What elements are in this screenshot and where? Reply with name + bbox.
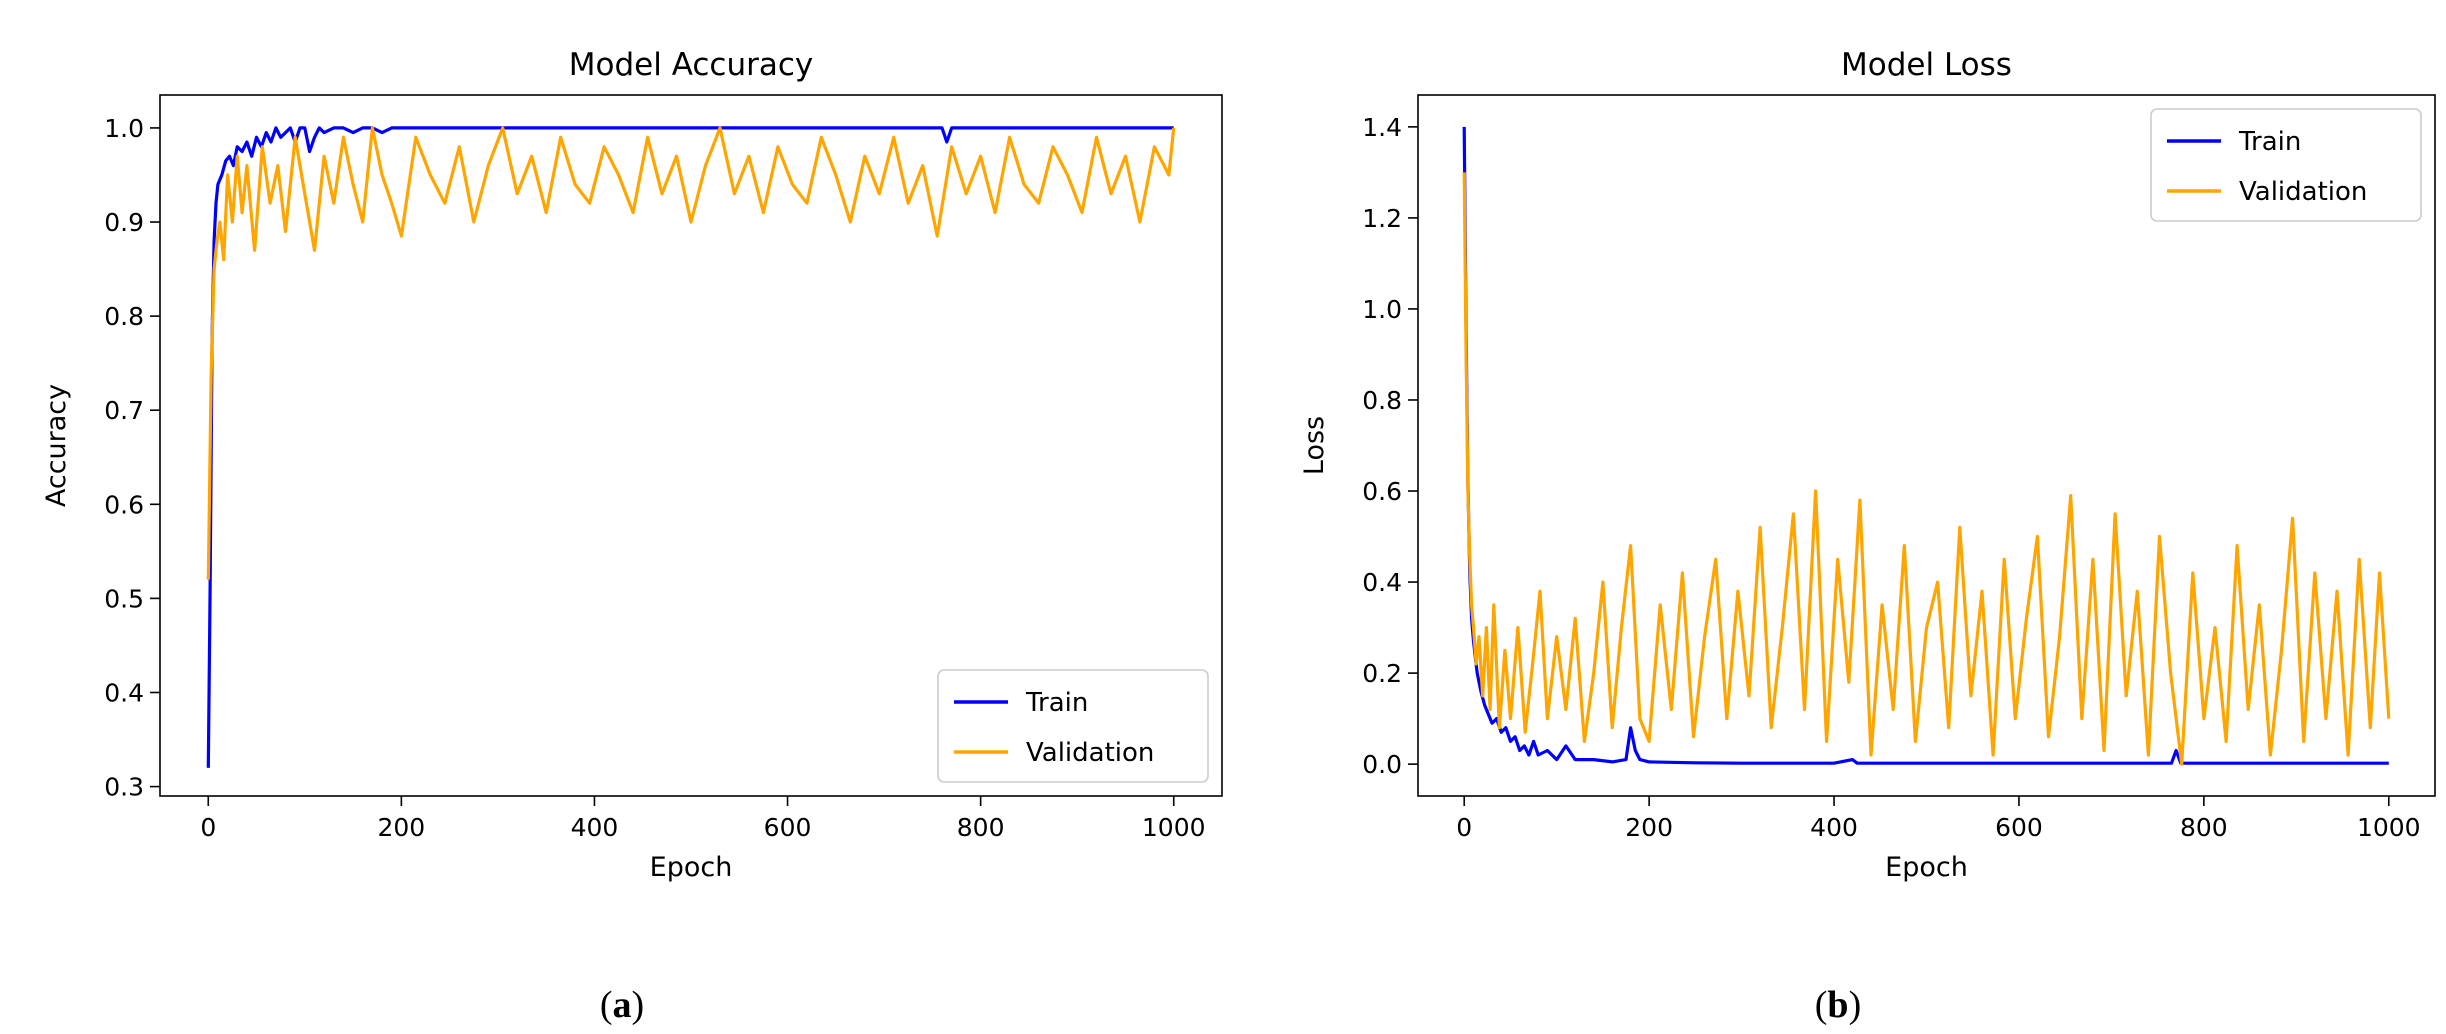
legend-label-train: Train	[2238, 127, 2301, 157]
y-tick-label: 0.8	[1362, 386, 1402, 415]
series-line-validation	[206, 126, 1176, 580]
y-tick-label: 0.4	[1362, 568, 1402, 597]
loss-chart: 0 200 400 600 800 1000 0.0 0.2 0.4 0.6 0.8 1.0 1.2 1.…	[1299, 47, 2436, 883]
x-tick-label: 0	[200, 813, 216, 842]
chart-title: Model Accuracy	[569, 47, 813, 83]
series-line-train	[1462, 126, 2389, 765]
x-tick-label: 1000	[2357, 813, 2421, 842]
accuracy-chart: 0 200 400 600 800 1000 0.3 0.4 0.5 0.6 0.7 0.8 0.9 1.…	[41, 47, 1223, 883]
x-tick-label: 1000	[1142, 813, 1206, 842]
y-tick-label: 0.6	[104, 490, 144, 519]
legend: Train Validation	[2150, 108, 2422, 222]
y-tick-label: 0.0	[1362, 750, 1402, 779]
y-tick-label: 0.6	[1362, 477, 1402, 506]
y-tick-label: 1.0	[1362, 295, 1402, 324]
x-tick-label: 600	[764, 813, 812, 842]
x-tick-label: 200	[378, 813, 426, 842]
y-tick-label: 0.3	[104, 773, 144, 802]
chart-title: Model Loss	[1841, 47, 2012, 83]
plot-frame	[159, 94, 1223, 797]
y-tick-label: 0.4	[104, 678, 144, 707]
x-tick-label: 0	[1456, 813, 1472, 842]
legend: Train Validation	[937, 669, 1209, 783]
legend-label-validation: Validation	[1026, 738, 1154, 768]
caption-b: (b)	[1814, 984, 1862, 1026]
x-tick-label: 800	[957, 813, 1005, 842]
x-tick-label: 600	[1995, 813, 2043, 842]
x-tick-label: 400	[571, 813, 619, 842]
y-tick-label: 0.5	[104, 584, 144, 613]
legend-label-validation: Validation	[2239, 177, 2367, 207]
plot-frame	[1417, 94, 2436, 797]
series-line-train	[206, 126, 1174, 768]
y-tick-label: 1.0	[104, 114, 144, 143]
series-line-validation	[1462, 172, 2391, 766]
legend-box	[937, 669, 1209, 783]
y-tick-label: 1.2	[1362, 204, 1402, 233]
legend-box	[2150, 108, 2422, 222]
y-tick-label: 0.2	[1362, 659, 1402, 688]
x-axis-label: Epoch	[650, 852, 733, 883]
y-tick-label: 1.4	[1362, 113, 1402, 142]
y-axis-label: Loss	[1299, 416, 1330, 475]
x-tick-label: 200	[1625, 813, 1673, 842]
legend-label-train: Train	[1025, 688, 1088, 718]
x-tick-label: 400	[1810, 813, 1858, 842]
y-axis-label: Accuracy	[41, 384, 72, 507]
x-axis-label: Epoch	[1885, 852, 1968, 883]
caption-a: (a)	[599, 984, 645, 1026]
x-tick-label: 800	[2180, 813, 2228, 842]
y-tick-label: 0.9	[104, 208, 144, 237]
y-tick-label: 0.7	[104, 396, 144, 425]
y-tick-label: 0.8	[104, 302, 144, 331]
